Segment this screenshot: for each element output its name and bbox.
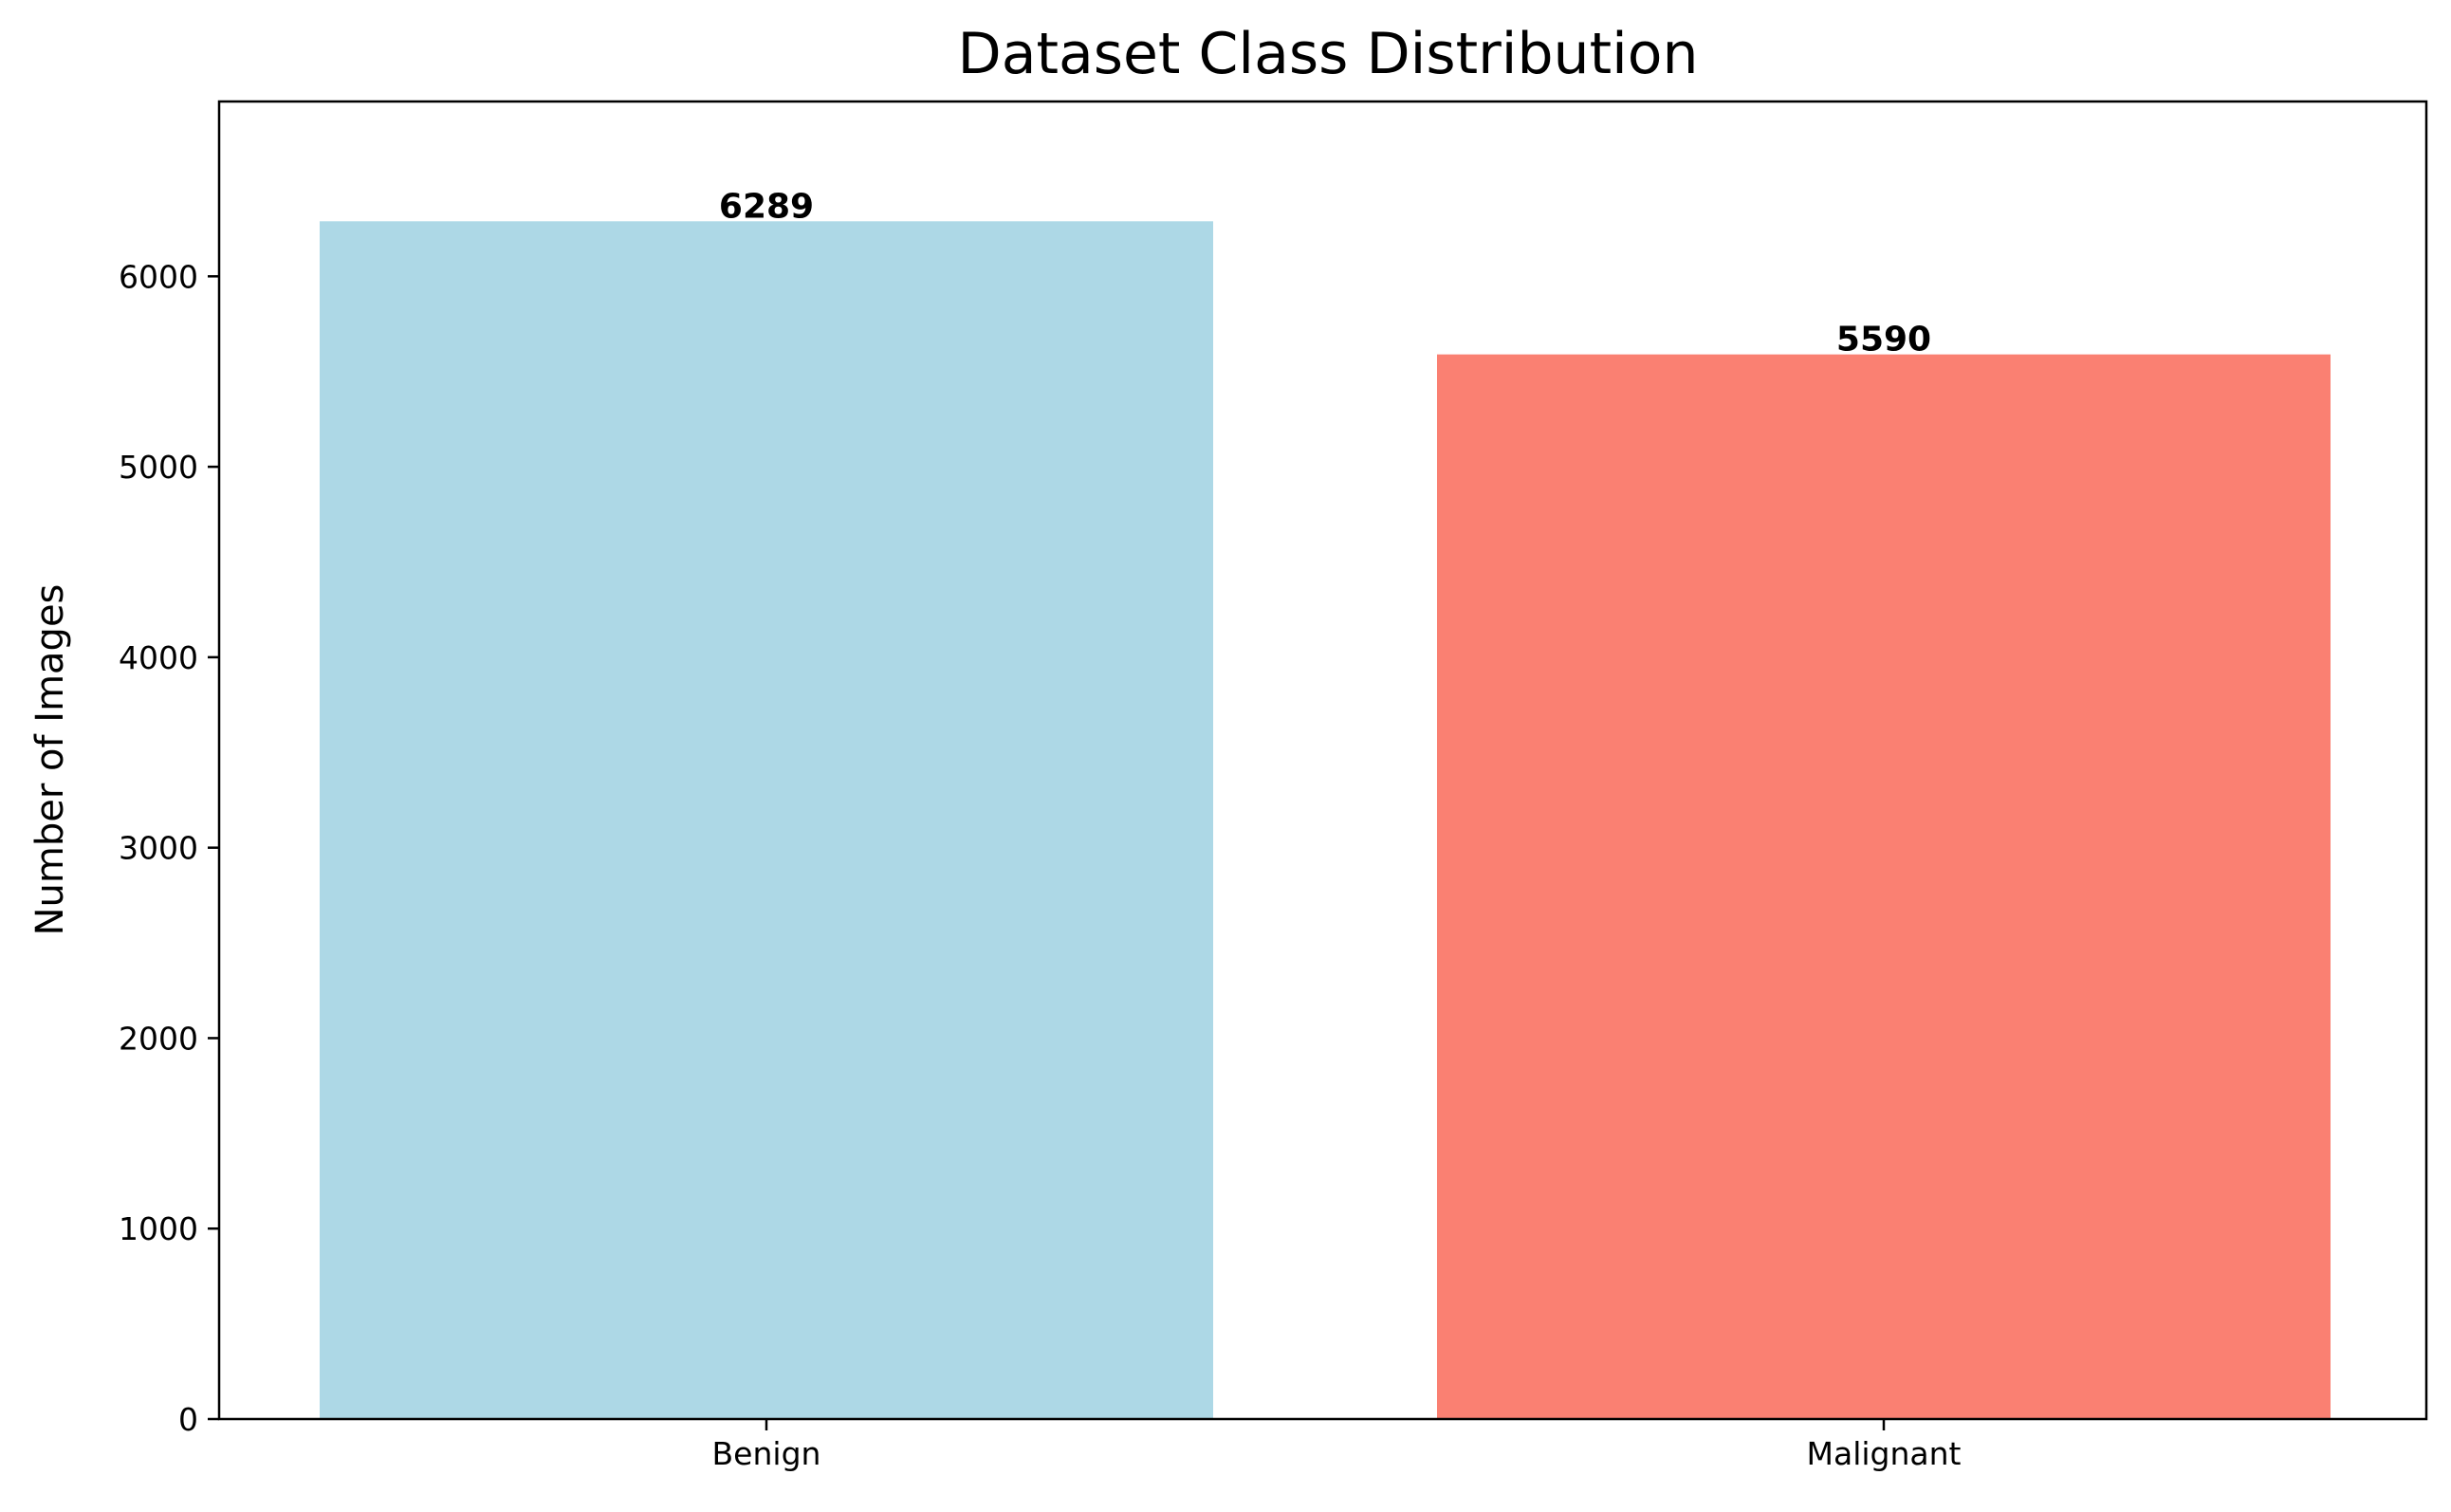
- y-tick-label: 1000: [119, 1210, 198, 1247]
- y-tick-label: 6000: [119, 258, 198, 295]
- bar-benign: [320, 221, 1213, 1419]
- plot-frame: [217, 100, 2428, 1421]
- data-labels-layer: 6289 5590: [719, 187, 1931, 359]
- bar-malignant: [1437, 354, 2331, 1419]
- x-tick-label-malignant: Malignant: [1807, 1435, 1962, 1472]
- x-axis: Benign Malignant: [712, 1419, 1962, 1472]
- y-tick-label: 4000: [119, 639, 198, 676]
- data-label-malignant: 5590: [1836, 321, 1931, 360]
- chart-title: Dataset Class Distribution: [958, 21, 1699, 87]
- bars-layer: [320, 221, 2331, 1419]
- y-tick-label: 5000: [119, 449, 198, 486]
- y-tick-label: 3000: [119, 830, 198, 867]
- x-tick-label-benign: Benign: [712, 1435, 821, 1472]
- y-axis: 0 1000 2000 3000 4000 5000 6000: [119, 258, 219, 1438]
- y-axis-title: Number of Images: [28, 584, 72, 936]
- y-tick-label: 2000: [119, 1020, 198, 1057]
- data-label-benign: 6289: [719, 187, 814, 226]
- y-tick-label: 0: [178, 1401, 198, 1438]
